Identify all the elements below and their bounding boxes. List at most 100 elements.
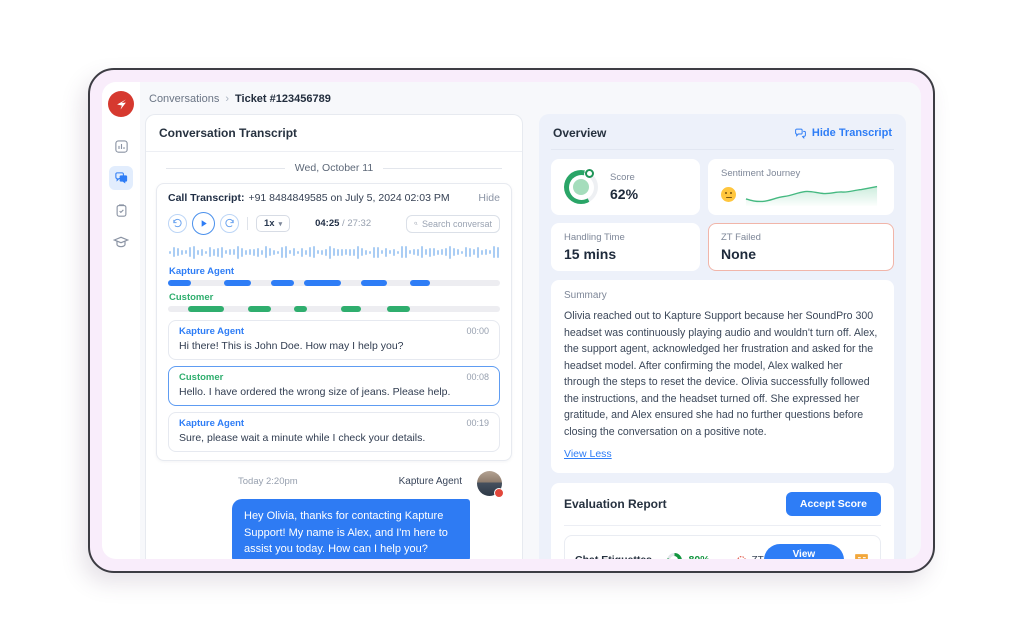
bar-chart-icon xyxy=(114,139,128,153)
current-time: 04:25 xyxy=(315,218,340,229)
breadcrumb: Conversations › Ticket #123456789 xyxy=(140,82,921,109)
stats-grid: Score 62% Sentiment Journey xyxy=(551,159,894,271)
zt-label: ZT xyxy=(752,555,764,559)
rewind-button[interactable] xyxy=(168,214,187,233)
transcript-message[interactable]: Kapture Agent 00:19 Sure, please wait a … xyxy=(168,412,500,452)
message-text: Sure, please wait a minute while I check… xyxy=(179,432,426,444)
waveform[interactable] xyxy=(169,244,499,260)
sidebar xyxy=(102,82,140,559)
hide-call-transcript-link[interactable]: Hide xyxy=(478,192,500,204)
agent-track-label: Kapture Agent xyxy=(169,266,235,277)
clipboard-check-icon xyxy=(116,203,126,217)
agent-status-badge xyxy=(494,488,504,498)
agent-speech-track[interactable] xyxy=(168,280,500,286)
summary-card: Summary Olivia reached out to Kapture Su… xyxy=(551,280,894,474)
zt-failed-value: None xyxy=(721,246,756,262)
handling-time-value: 15 mins xyxy=(564,246,617,262)
call-transcript-header: Call Transcript: +91 8484849585 on July … xyxy=(168,192,500,204)
transcript-panel-body: Wed, October 11 Call Transcript: +91 848… xyxy=(146,152,522,559)
evaluation-report-title: Evaluation Report xyxy=(564,497,667,512)
chat-agent-meta-row: Today 2:20pm Kapture Agent xyxy=(160,471,508,498)
criterion-score: 80% xyxy=(689,554,710,559)
forward-button[interactable] xyxy=(220,214,239,233)
search-icon xyxy=(414,221,418,226)
handling-time-label: Handling Time xyxy=(564,232,625,243)
evaluation-report-header: Evaluation Report Accept Score xyxy=(564,492,881,527)
chevron-down-icon: ▾ xyxy=(278,220,283,228)
content-row: Conversation Transcript Wed, October 11 … xyxy=(140,109,921,559)
transcript-message-list: Kapture Agent 00:00 Hi there! This is Jo… xyxy=(168,320,500,452)
message-speaker: Customer xyxy=(179,372,224,383)
call-transcript-label: Call Transcript: xyxy=(168,192,245,204)
chat-timestamp: Today 2:20pm xyxy=(238,476,298,487)
breadcrumb-separator: › xyxy=(225,92,229,105)
overview-panel: Overview Hide Transcript xyxy=(539,114,906,559)
message-speaker: Kapture Agent xyxy=(179,418,245,429)
playback-speed-dropdown[interactable]: 1x ▾ xyxy=(256,215,291,232)
search-conversation-box xyxy=(406,214,500,233)
evaluation-report-card: Evaluation Report Accept Score Chat Etiq… xyxy=(551,483,894,559)
hide-transcript-button[interactable]: Hide Transcript xyxy=(794,127,892,140)
call-transcript-card: Call Transcript: +91 8484849585 on July … xyxy=(156,183,512,461)
view-less-link[interactable]: View Less xyxy=(564,448,612,461)
main-area: Conversations › Ticket #123456789 Conver… xyxy=(140,82,921,559)
chat-bubbles-icon xyxy=(795,128,806,139)
overview-header: Overview Hide Transcript xyxy=(551,125,894,150)
message-time: 00:19 xyxy=(466,418,489,428)
chat-agent-name: Kapture Agent xyxy=(398,476,462,487)
sidebar-item-conversations[interactable] xyxy=(109,166,133,190)
transcript-message-selected[interactable]: Customer 00:08 Hello. I have ordered the… xyxy=(168,366,500,406)
message-time: 00:00 xyxy=(466,326,489,336)
zt-failed-card: ZT Failed None xyxy=(708,223,894,271)
breadcrumb-conversations[interactable]: Conversations xyxy=(149,92,220,105)
sentiment-label: Sentiment Journey xyxy=(721,168,801,179)
logo-glyph-icon xyxy=(116,99,126,109)
view-details-button[interactable]: View Details xyxy=(763,544,844,559)
transcript-panel: Conversation Transcript Wed, October 11 … xyxy=(145,114,523,559)
sidebar-item-analytics[interactable] xyxy=(109,134,133,158)
feedback-note-icon[interactable] xyxy=(853,552,870,559)
zt-failed-label: ZT Failed xyxy=(721,232,761,243)
criterion-label: Chat Etiquettes xyxy=(575,554,665,559)
score-card: Score 62% xyxy=(551,159,700,215)
total-time: / 27:32 xyxy=(342,218,372,229)
sentiment-card: Sentiment Journey xyxy=(708,159,894,215)
playback-time: 04:25 / 27:32 xyxy=(315,218,371,229)
gauge-knob xyxy=(585,169,594,178)
playback-speed-value: 1x xyxy=(264,218,275,229)
sentiment-sparkline xyxy=(745,185,878,206)
device-frame: Conversations › Ticket #123456789 Conver… xyxy=(88,68,935,573)
sidebar-item-learning[interactable] xyxy=(109,230,133,254)
transcript-message[interactable]: Kapture Agent 00:00 Hi there! This is Jo… xyxy=(168,320,500,360)
customer-speech-track[interactable] xyxy=(168,306,500,312)
graduation-cap-icon xyxy=(113,236,129,248)
evaluation-row: Chat Etiquettes 80% ZT xyxy=(564,535,881,559)
neutral-face-emoji-icon xyxy=(721,186,736,202)
breadcrumb-ticket: Ticket #123456789 xyxy=(235,92,331,105)
transcript-panel-title: Conversation Transcript xyxy=(146,115,522,152)
accept-score-button[interactable]: Accept Score xyxy=(785,492,881,517)
kapture-logo-icon xyxy=(108,91,134,117)
hide-transcript-label: Hide Transcript xyxy=(811,127,892,139)
rotate-ccw-icon xyxy=(173,218,182,228)
play-button[interactable] xyxy=(192,212,215,235)
call-transcript-meta: +91 8484849585 on July 5, 2024 02:03 PM xyxy=(248,192,450,204)
zt-flag-icon xyxy=(736,555,746,559)
score-donut xyxy=(666,552,682,559)
score-value: 62% xyxy=(610,186,639,202)
sidebar-item-tasks[interactable] xyxy=(109,198,133,222)
date-divider: Wed, October 11 xyxy=(166,162,502,174)
rotate-cw-icon xyxy=(225,218,234,228)
agent-avatar[interactable] xyxy=(477,471,504,498)
player-divider xyxy=(247,217,248,230)
message-time: 00:08 xyxy=(466,372,489,382)
chat-bubbles-icon xyxy=(114,171,127,183)
summary-text: Olivia reached out to Kapture Support be… xyxy=(564,310,878,438)
app-window: Conversations › Ticket #123456789 Conver… xyxy=(102,82,921,559)
score-gauge xyxy=(564,169,598,204)
customer-track-label: Customer xyxy=(169,292,214,303)
search-conversation-input[interactable] xyxy=(422,218,492,229)
agent-chat-bubble: Hey Olivia, thanks for contacting Kaptur… xyxy=(232,499,470,559)
score-label: Score xyxy=(610,172,635,183)
